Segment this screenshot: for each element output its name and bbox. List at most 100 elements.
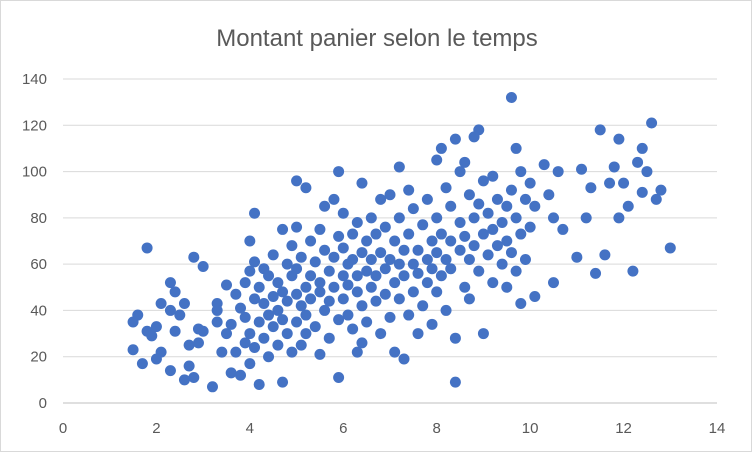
data-point <box>473 124 485 136</box>
data-point <box>347 254 359 266</box>
data-point <box>604 177 616 189</box>
data-point <box>538 159 550 171</box>
data-point <box>449 133 461 145</box>
y-tick-label: 120 <box>22 117 47 134</box>
data-point <box>239 311 251 323</box>
data-point <box>379 221 391 233</box>
data-point <box>305 235 317 247</box>
data-point <box>272 339 284 351</box>
data-point <box>323 265 335 277</box>
data-point <box>188 251 200 263</box>
data-point <box>361 316 373 328</box>
data-point <box>435 228 447 240</box>
data-point <box>258 332 270 344</box>
data-point <box>314 223 326 235</box>
data-point <box>627 265 639 277</box>
data-point <box>221 279 232 291</box>
data-point <box>333 230 345 242</box>
data-point <box>431 154 443 166</box>
data-point <box>309 256 321 268</box>
data-point <box>295 339 307 351</box>
data-point <box>431 212 443 224</box>
data-point <box>505 247 517 259</box>
data-point <box>370 270 382 282</box>
data-point <box>491 240 503 252</box>
data-point <box>337 293 349 305</box>
data-point <box>300 182 312 194</box>
data-point <box>548 277 559 289</box>
data-point <box>169 286 181 298</box>
data-point <box>216 346 228 358</box>
data-point <box>337 242 349 254</box>
data-point <box>655 184 667 196</box>
x-tick-label: 6 <box>339 420 347 437</box>
data-point <box>365 212 377 224</box>
data-point <box>454 216 466 228</box>
data-point <box>459 156 471 168</box>
data-point <box>412 328 424 340</box>
data-point <box>393 161 405 173</box>
data-point <box>365 281 377 293</box>
data-point <box>361 235 373 247</box>
data-point <box>510 142 522 154</box>
data-point <box>333 314 345 326</box>
data-point <box>277 286 289 298</box>
data-point <box>487 223 499 235</box>
data-point <box>328 193 340 205</box>
data-point <box>300 309 312 321</box>
data-point <box>178 297 190 309</box>
data-point <box>580 212 592 224</box>
data-point <box>435 270 447 282</box>
data-point <box>351 270 363 282</box>
data-point <box>328 281 340 293</box>
data-point <box>351 286 363 298</box>
y-tick-label: 100 <box>22 164 47 181</box>
data-point <box>417 219 429 231</box>
data-point <box>309 321 321 333</box>
data-point <box>440 254 452 266</box>
data-point <box>473 198 485 210</box>
data-point <box>188 372 200 384</box>
data-point <box>524 221 536 233</box>
data-point <box>164 277 176 289</box>
data-point <box>221 328 232 340</box>
data-point <box>510 265 522 277</box>
data-point <box>295 300 307 312</box>
data-point <box>445 200 457 212</box>
data-point <box>337 270 349 282</box>
data-point <box>529 291 541 303</box>
data-point <box>178 374 190 386</box>
data-point <box>314 277 326 289</box>
data-point <box>253 316 265 328</box>
data-point <box>211 304 223 316</box>
data-point <box>510 212 522 224</box>
x-tick-label: 4 <box>246 420 254 437</box>
data-point <box>463 254 475 266</box>
data-point <box>342 309 354 321</box>
data-point <box>356 247 368 259</box>
data-point <box>249 341 261 353</box>
data-point <box>515 166 527 178</box>
data-point <box>519 193 531 205</box>
data-point <box>571 251 583 263</box>
data-point <box>389 235 401 247</box>
data-point <box>440 182 452 194</box>
data-point <box>267 249 279 261</box>
data-point <box>263 309 275 321</box>
data-point <box>384 254 396 266</box>
data-point <box>403 184 415 196</box>
data-point <box>291 263 303 275</box>
data-point <box>192 337 204 349</box>
data-point <box>244 235 256 247</box>
data-point <box>379 288 391 300</box>
data-point <box>501 281 513 293</box>
data-point <box>164 365 176 377</box>
data-point <box>473 265 485 277</box>
data-point <box>328 251 340 263</box>
data-point <box>548 212 559 224</box>
data-point <box>632 156 644 168</box>
data-point <box>421 193 433 205</box>
y-tick-label: 0 <box>39 395 47 412</box>
data-point <box>576 163 588 175</box>
